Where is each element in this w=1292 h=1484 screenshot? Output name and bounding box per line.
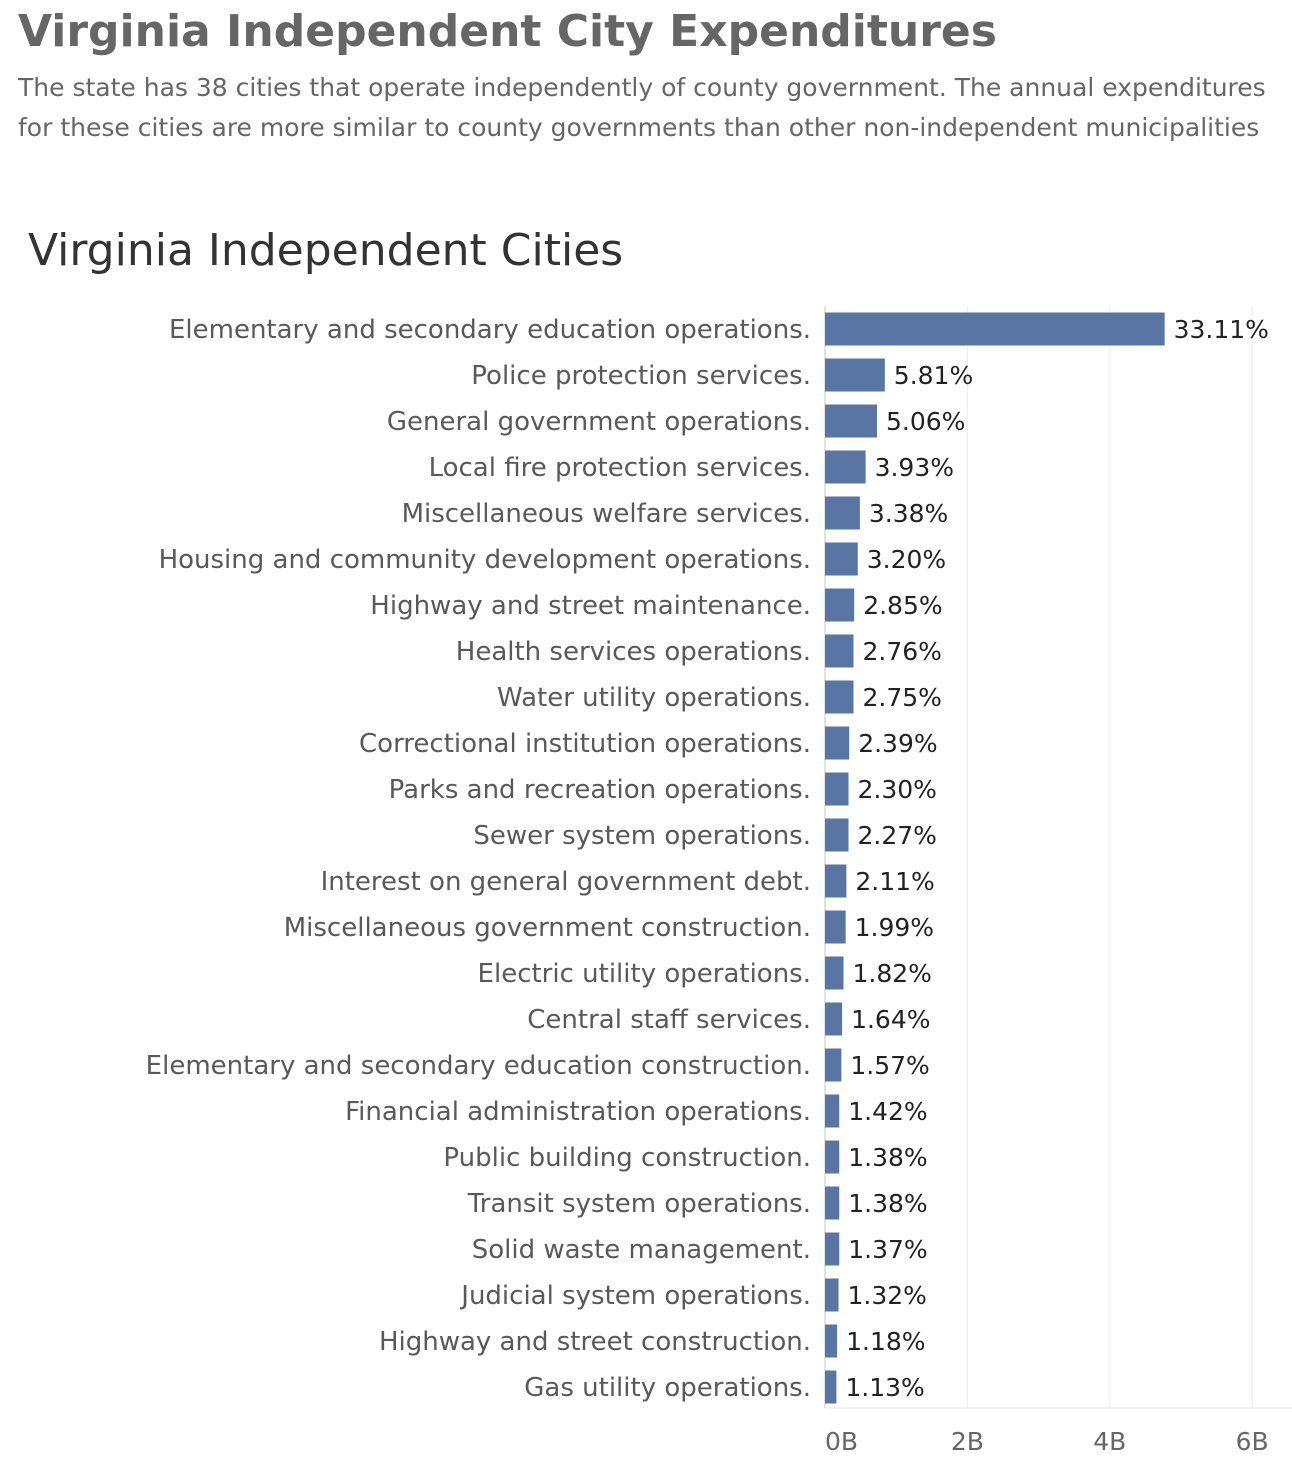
category-label: Miscellaneous government construction. (284, 913, 811, 943)
category-label: Health services operations. (456, 637, 811, 667)
bars (825, 312, 1165, 1404)
x-tick-label: 2B (951, 1427, 984, 1456)
category-label: Police protection services. (471, 361, 811, 391)
category-label: Highway and street construction. (379, 1327, 811, 1357)
data-label: 5.06% (886, 407, 965, 436)
bar[interactable] (825, 1324, 838, 1358)
category-label: Elementary and secondary education const… (146, 1051, 811, 1081)
data-label: 2.75% (862, 683, 941, 712)
data-label: 1.38% (848, 1143, 927, 1172)
category-label: Solid waste management. (472, 1235, 811, 1265)
chart-title: Virginia Independent Cities (28, 225, 624, 276)
category-labels: Elementary and secondary education opera… (146, 315, 811, 1403)
category-label: Transit system operations. (467, 1189, 811, 1219)
data-label: 2.27% (857, 821, 936, 850)
x-axis: 0B 2B 4B 6B (825, 1407, 1292, 1456)
bar[interactable] (825, 1094, 840, 1128)
category-label: Sewer system operations. (473, 821, 811, 851)
bar[interactable] (825, 404, 877, 438)
category-label: General government operations. (387, 407, 811, 437)
bar[interactable] (825, 588, 855, 622)
description-line-2: for these cities are more similar to cou… (18, 113, 1260, 142)
category-label: Judicial system operations. (459, 1281, 811, 1311)
data-label: 5.81% (894, 361, 973, 390)
bar[interactable] (825, 496, 860, 530)
x-tick-label: 4B (1093, 1427, 1126, 1456)
description-line-1: The state has 38 cities that operate ind… (18, 73, 1266, 102)
data-label: 1.42% (848, 1097, 927, 1126)
grid-lines (824, 306, 1253, 1408)
data-label: 1.37% (848, 1235, 927, 1264)
bar[interactable] (825, 450, 866, 484)
data-label: 1.82% (853, 959, 932, 988)
bar[interactable] (825, 1186, 840, 1220)
bar[interactable] (825, 772, 849, 806)
bar[interactable] (825, 818, 849, 852)
data-label: 2.76% (862, 637, 941, 666)
bar[interactable] (825, 1140, 840, 1174)
category-label: Electric utility operations. (478, 959, 811, 989)
bar[interactable] (825, 312, 1165, 346)
category-label: Housing and community development operat… (159, 545, 811, 575)
bar[interactable] (825, 1278, 839, 1312)
data-label: 1.18% (846, 1327, 925, 1356)
data-label: 2.30% (857, 775, 936, 804)
category-label: Parks and recreation operations. (389, 775, 811, 805)
data-label: 1.32% (848, 1281, 927, 1310)
data-label: 2.39% (858, 729, 937, 758)
data-label: 3.38% (869, 499, 948, 528)
bar[interactable] (825, 1002, 843, 1036)
category-label: Miscellaneous welfare services. (402, 499, 811, 529)
category-label: Financial administration operations. (345, 1097, 811, 1127)
category-label: Correctional institution operations. (359, 729, 811, 759)
bar[interactable] (825, 680, 854, 714)
bar[interactable] (825, 910, 846, 944)
data-label: 1.13% (845, 1373, 924, 1402)
category-label: Water utility operations. (497, 683, 811, 713)
bar[interactable] (825, 1048, 842, 1082)
bar[interactable] (825, 1232, 840, 1266)
bar[interactable] (825, 634, 854, 668)
bar[interactable] (825, 358, 885, 392)
data-label: 33.11% (1174, 315, 1269, 344)
bar[interactable] (825, 1370, 837, 1404)
data-label: 1.38% (848, 1189, 927, 1218)
bar[interactable] (825, 864, 847, 898)
category-label: Elementary and secondary education opera… (169, 315, 811, 345)
bar[interactable] (825, 956, 844, 990)
data-label: 3.20% (867, 545, 946, 574)
category-label: Highway and street maintenance. (370, 591, 811, 621)
category-label: Public building construction. (443, 1143, 811, 1173)
x-tick-label: 6B (1236, 1427, 1269, 1456)
category-label: Gas utility operations. (524, 1373, 811, 1403)
category-label: Central staff services. (527, 1005, 811, 1035)
data-label: 2.85% (863, 591, 942, 620)
page-description: The state has 38 cities that operate ind… (18, 68, 1292, 148)
x-tick-label: 0B (825, 1427, 858, 1456)
value-labels: 33.11% 5.81% 5.06% 3.93% 3.38% 3.20% 2.85% 2.76… (845, 315, 1269, 1402)
bar[interactable] (825, 542, 858, 576)
category-label: Interest on general government debt. (321, 867, 811, 897)
bar[interactable] (825, 726, 850, 760)
data-label: 1.99% (855, 913, 934, 942)
data-label: 2.11% (855, 867, 934, 896)
data-label: 1.64% (851, 1005, 930, 1034)
page-title: Virginia Independent City Expenditures (18, 6, 997, 57)
data-label: 1.57% (850, 1051, 929, 1080)
data-label: 3.93% (875, 453, 954, 482)
category-label: Local fire protection services. (429, 453, 811, 483)
